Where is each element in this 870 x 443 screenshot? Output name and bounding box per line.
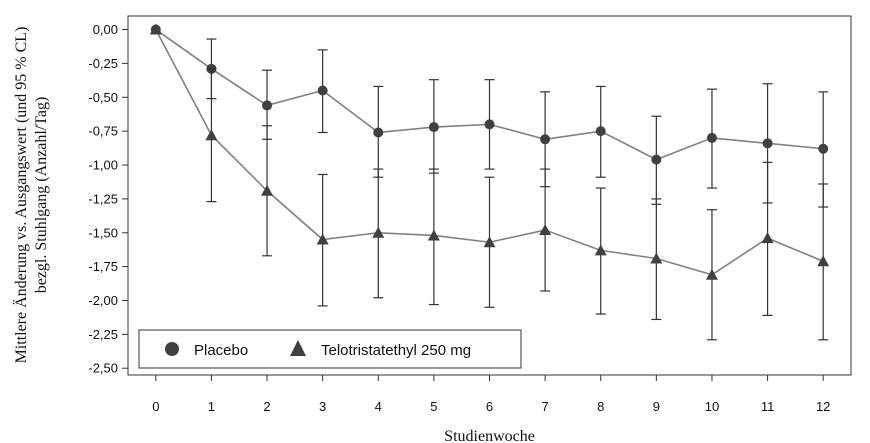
- x-tick-label: 11: [761, 399, 775, 414]
- data-point: [817, 255, 830, 267]
- y-tick-label: -1,25: [88, 191, 118, 206]
- y-axis-title: Mittlere Änderung vs. Ausgangswert (und …: [12, 27, 50, 364]
- data-point: [594, 244, 607, 256]
- x-tick-label: 1: [208, 399, 215, 414]
- y-tick-label: -0,25: [88, 56, 118, 71]
- data-point: [149, 23, 162, 35]
- data-point: [706, 132, 717, 143]
- series-placebo: [150, 24, 829, 208]
- y-axis-title-line1: Mittlere Änderung vs. Ausgangswert (und …: [12, 27, 30, 364]
- series-telotristat: [149, 23, 830, 341]
- data-point: [762, 138, 773, 149]
- series-layer: [149, 23, 830, 341]
- legend-placebo-label: Placebo: [194, 342, 248, 359]
- y-tick-label: -1,75: [88, 259, 118, 274]
- y-tick-label: -2,25: [88, 327, 118, 342]
- y-tick-label: -1,00: [88, 158, 118, 173]
- data-point: [372, 226, 385, 238]
- data-point: [317, 85, 328, 96]
- data-point: [650, 252, 663, 264]
- data-point: [818, 143, 829, 154]
- x-tick-label: 2: [263, 399, 270, 414]
- data-point: [595, 126, 606, 137]
- legend-telotristat-marker: [290, 340, 306, 356]
- x-tick-label: 6: [486, 399, 493, 414]
- x-tick-label: 10: [705, 399, 719, 414]
- y-tick-label: -1,50: [88, 225, 118, 240]
- y-tick-label: -2,50: [88, 361, 118, 376]
- x-tick-label: 0: [152, 399, 159, 414]
- data-point: [428, 122, 439, 133]
- data-point: [761, 232, 774, 244]
- data-point: [540, 134, 551, 145]
- legend-placebo-marker: [165, 342, 179, 356]
- y-tick-label: -0,75: [88, 124, 118, 139]
- data-point: [539, 224, 552, 236]
- x-tick-label: 9: [653, 399, 660, 414]
- x-axis-title: Studienwoche: [444, 428, 535, 443]
- x-tick-label: 7: [541, 399, 548, 414]
- x-tick-label: 5: [430, 399, 437, 414]
- legend: Placebo Telotristatethyl 250 mg: [138, 329, 522, 369]
- data-point: [484, 119, 495, 130]
- data-point: [651, 154, 662, 165]
- data-point: [427, 229, 440, 241]
- data-point: [262, 100, 273, 111]
- y-axis: 0,00 -0,25 -0,50 -0,75 -1,00 -1,25 -1,50 -1,75 -…: [88, 22, 128, 376]
- x-tick-label: 3: [319, 399, 326, 414]
- data-point: [316, 233, 329, 245]
- y-tick-label: -2,00: [88, 293, 118, 308]
- y-tick-label: -0,50: [88, 90, 118, 105]
- x-tick-label: 12: [816, 399, 830, 414]
- x-tick-label: 4: [375, 399, 382, 414]
- x-axis: 0 1 2 3 4 5 6 7 8 9 10 11 12: [152, 375, 830, 414]
- y-axis-title-line2: bezgl. Stuhlgang (Anzahl/Tag): [33, 97, 50, 294]
- legend-telotristat-label: Telotristatethyl 250 mg: [321, 342, 471, 359]
- data-point: [261, 184, 274, 196]
- y-tick-label: 0,00: [93, 22, 118, 37]
- data-point: [373, 127, 384, 138]
- legend-box: [138, 329, 522, 369]
- data-point: [705, 268, 718, 280]
- data-point: [205, 129, 218, 141]
- data-point: [483, 236, 496, 248]
- x-tick-label: 8: [597, 399, 604, 414]
